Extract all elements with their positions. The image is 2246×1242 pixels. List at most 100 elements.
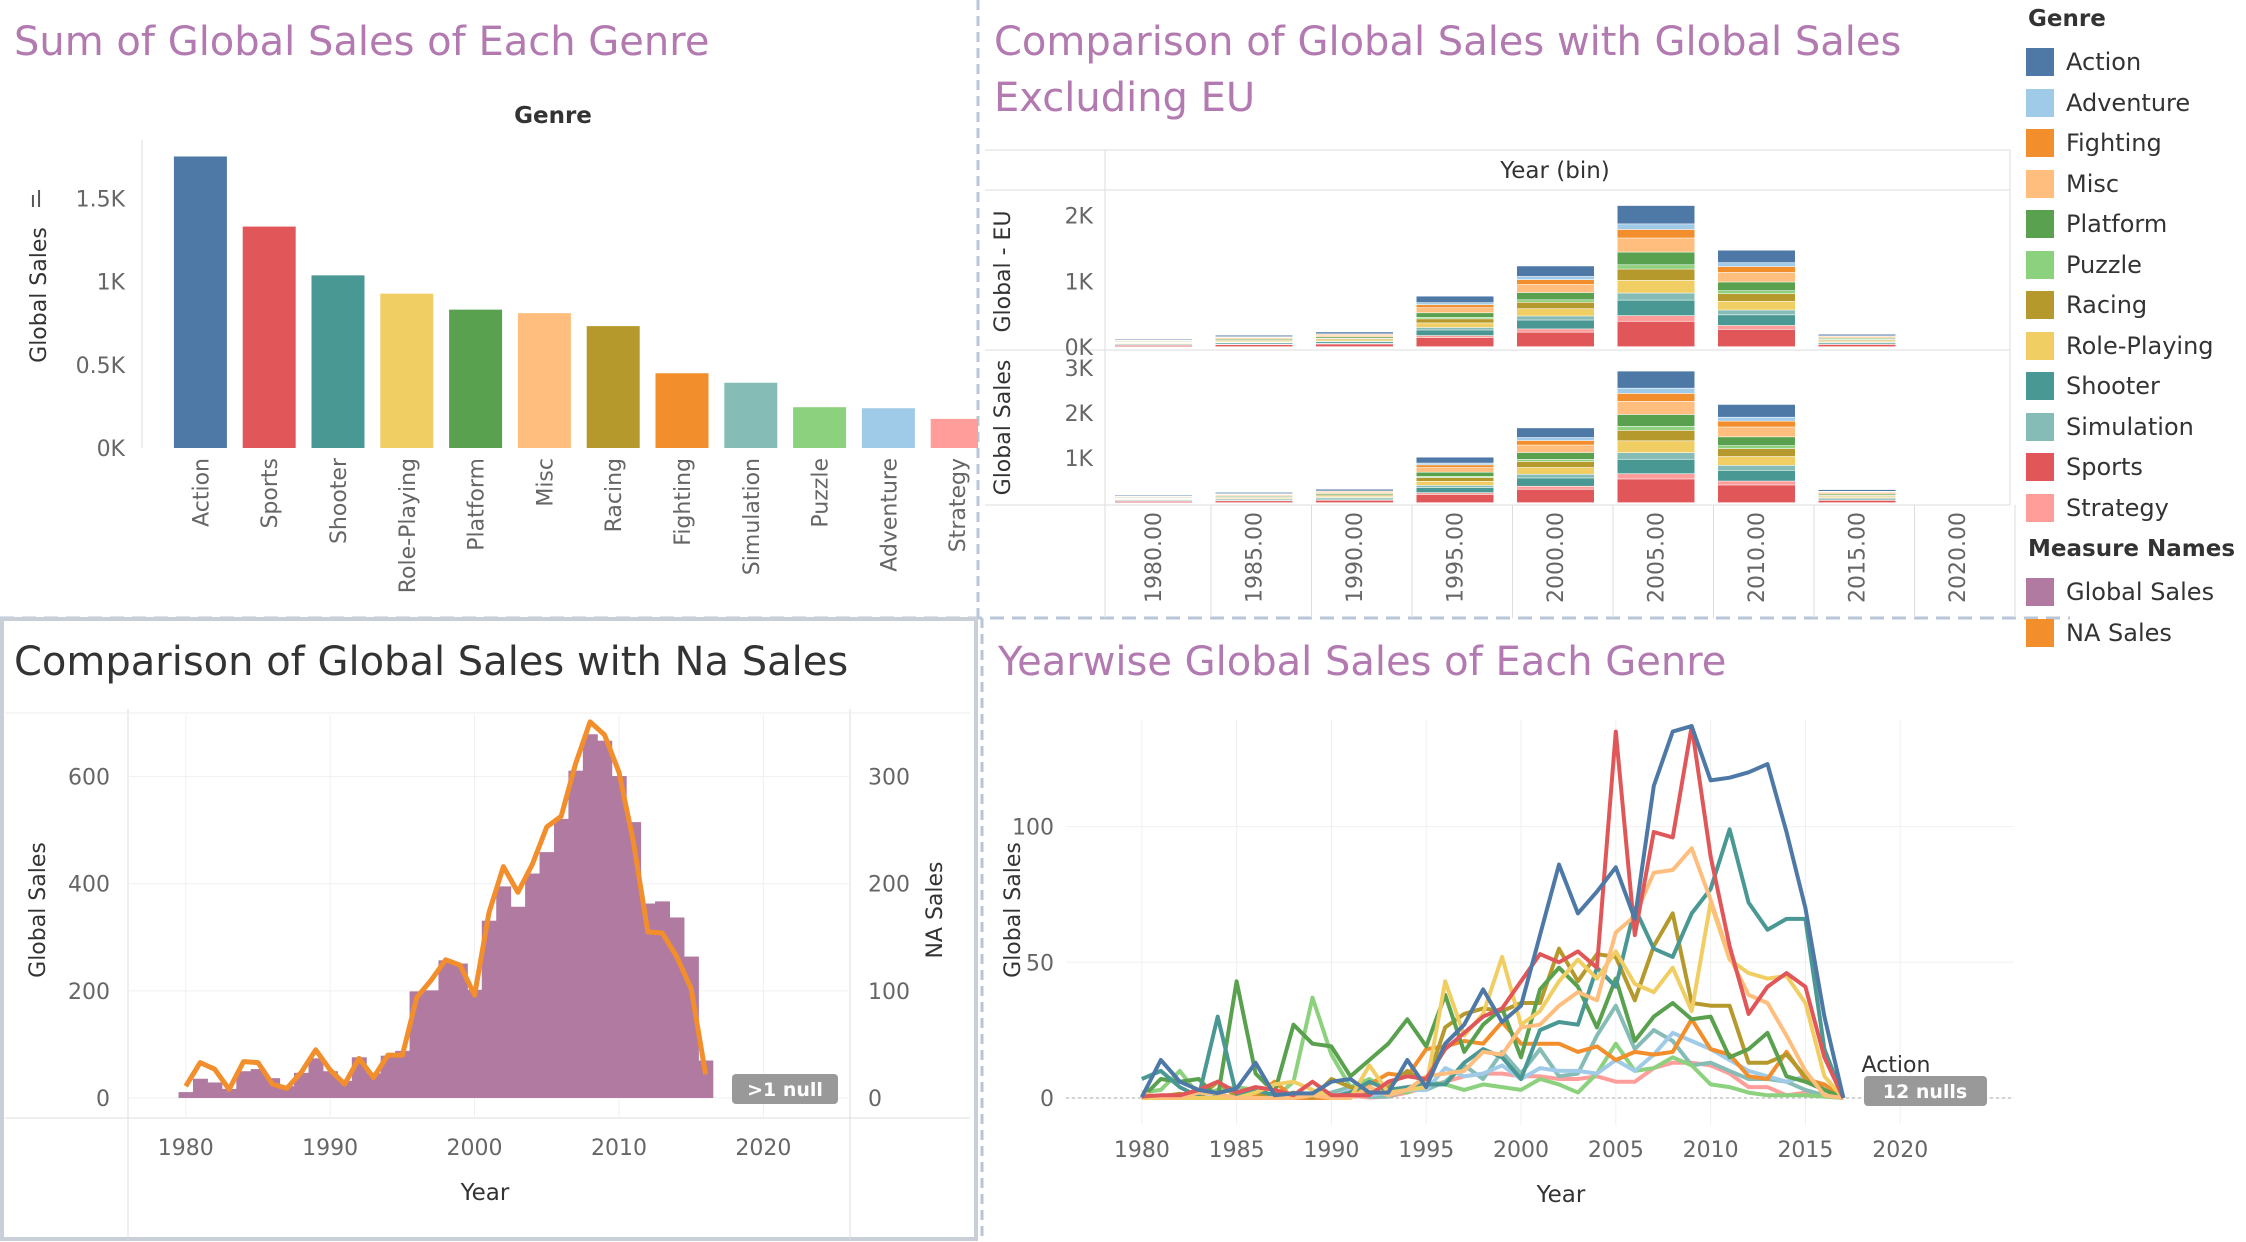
- stack-segment-sports: [1818, 500, 1896, 503]
- area-step: [597, 740, 613, 1098]
- x-tick-label: 2000: [1493, 1138, 1549, 1163]
- stack-segment-role-playing: [1316, 340, 1393, 341]
- area-step: [626, 822, 642, 1098]
- stack-segment-action: [1416, 296, 1494, 303]
- genre-bar-chart[interactable]: Genre Global Sales ıl 0K 0.5K 1K 1.5K Action Spo…: [0, 0, 978, 618]
- legend-item-simulation[interactable]: Simulation: [2026, 407, 2246, 448]
- area-step: [553, 818, 569, 1098]
- legend-item-na-sales[interactable]: NA Sales: [2026, 613, 2246, 654]
- stack-segment-racing: [1316, 338, 1393, 340]
- stack-segment-simulation: [1416, 327, 1494, 330]
- y-axis-label: Global Sales: [991, 360, 1016, 496]
- stack-segment-sports: [1617, 479, 1695, 503]
- bar-sports: [242, 226, 296, 448]
- stack-segment-sports: [1718, 329, 1795, 347]
- stack-segment-sports: [1818, 344, 1896, 347]
- area-step: [640, 903, 656, 1098]
- legend-label: Action: [2066, 48, 2142, 77]
- year-bin-stacked-chart[interactable]: Year (bin) Global - EU 0K 1K 2K Global Sales 1…: [980, 0, 2020, 618]
- stack-segment-racing: [1517, 302, 1594, 309]
- legend-item-strategy[interactable]: Strategy: [2026, 488, 2246, 529]
- x-tick-label: Puzzle: [809, 458, 834, 528]
- bar-simulation: [724, 382, 778, 448]
- area-step: [698, 1060, 714, 1098]
- x-tick-label: 2005: [1588, 1138, 1644, 1163]
- x-tick-label: 1990: [1303, 1138, 1359, 1163]
- y-tick-label: 1.5K: [76, 187, 126, 212]
- x-tick-label: Simulation: [740, 458, 765, 575]
- panel-yearwise-genre[interactable]: Yearwise Global Sales of Each Genre 1980…: [984, 620, 2084, 1242]
- bar-puzzle: [793, 407, 847, 448]
- x-axis-label: Year: [1536, 1182, 1586, 1208]
- x-tick-label: Platform: [465, 458, 490, 551]
- legend-item-shooter[interactable]: Shooter: [2026, 366, 2246, 407]
- stack-segment-racing: [1517, 461, 1594, 468]
- panel-global-vs-eu[interactable]: Comparison of Global Sales with Global S…: [980, 0, 2020, 618]
- legend-item-puzzle[interactable]: Puzzle: [2026, 245, 2246, 286]
- legend-label: Role-Playing: [2066, 331, 2214, 360]
- legend-item-global-sales[interactable]: Global Sales: [2026, 572, 2246, 613]
- y-tick-label: 2K: [1065, 402, 1094, 427]
- legend-label: Simulation: [2066, 412, 2194, 441]
- legend-item-adventure[interactable]: Adventure: [2026, 83, 2246, 124]
- legend-item-racing[interactable]: Racing: [2026, 285, 2246, 326]
- stack-segment-platform: [1416, 313, 1494, 318]
- legend-item-role-playing[interactable]: Role-Playing: [2026, 326, 2246, 367]
- area-step: [279, 1086, 295, 1098]
- legend-label: Sports: [2066, 453, 2143, 482]
- stack-segment-shooter: [1316, 342, 1393, 344]
- area-step: [510, 906, 526, 1098]
- stack-segment-shooter: [1718, 315, 1795, 326]
- null-badge-bg: [1864, 1076, 1987, 1106]
- stack-segment-strategy: [1416, 335, 1494, 338]
- stack-segment-sports: [1115, 345, 1192, 347]
- stack-segment-misc: [1316, 335, 1393, 337]
- legend-item-action[interactable]: Action: [2026, 42, 2246, 83]
- global-vs-na-chart[interactable]: 1980 1990 2000 2010 2020 0 200 400 600 0 100 200 300…: [0, 620, 978, 1242]
- legend-label: Misc: [2066, 169, 2120, 198]
- stack-segment-shooter: [1517, 478, 1594, 486]
- stack-segment-role-playing: [1818, 341, 1896, 342]
- y-tick-label: 1K: [1065, 447, 1094, 472]
- stack-segment-platform: [1617, 414, 1695, 427]
- x-tick-label: 1980: [158, 1136, 214, 1161]
- stack-segment-platform: [1718, 437, 1795, 446]
- stack-segment-simulation: [1617, 293, 1695, 300]
- column-header: Genre: [514, 103, 592, 129]
- area-step: [322, 1071, 338, 1098]
- stack-segment-fighting: [1718, 421, 1795, 427]
- x-tick-label: 1980: [1114, 1138, 1170, 1163]
- legend-label: Strategy: [2066, 493, 2169, 522]
- legend-swatch: [2026, 291, 2054, 320]
- y-axis-label: Global - EU: [991, 210, 1016, 332]
- stack-segment-fighting: [1617, 229, 1695, 238]
- x-tick-label: Action: [189, 458, 214, 527]
- stack-segment-platform: [1718, 282, 1795, 291]
- panel-global-vs-na[interactable]: Comparison of Global Sales with Na Sales…: [0, 620, 978, 1242]
- yearwise-genre-line-chart[interactable]: 1980 1985 1990 1995 2000 2005 2010 2015 2020 0 50 1…: [984, 620, 2084, 1242]
- panel-genre-sales[interactable]: Sum of Global Sales of Each Genre Genre G…: [0, 0, 978, 618]
- y-axis-label: Global Sales: [1001, 842, 1026, 978]
- bar-shooter: [311, 275, 365, 448]
- y-tick-label: 0K: [1065, 336, 1094, 361]
- area-step: [250, 1069, 266, 1098]
- legend-item-misc[interactable]: Misc: [2026, 164, 2246, 205]
- legend-item-platform[interactable]: Platform: [2026, 204, 2246, 245]
- selected-panel-border: [0, 617, 978, 1241]
- bar-role-playing: [380, 293, 434, 448]
- stack-segment-action: [1617, 205, 1695, 224]
- y-axis-label-right: NA Sales: [923, 861, 948, 958]
- legend-swatch: [2026, 169, 2054, 198]
- legend[interactable]: Genre Action Adventure Fighting Misc Platfor…: [2026, 6, 2246, 653]
- stack-segment-sports: [1517, 489, 1594, 503]
- x-tick-label: 1995: [1398, 1138, 1454, 1163]
- legend-swatch: [2026, 210, 2054, 239]
- area-step: [337, 1080, 353, 1098]
- legend-item-sports[interactable]: Sports: [2026, 447, 2246, 488]
- legend-item-fighting[interactable]: Fighting: [2026, 123, 2246, 164]
- legend-label: NA Sales: [2066, 618, 2172, 647]
- x-tick-label: 2020: [735, 1136, 791, 1161]
- y-tick-label-right: 0: [868, 1087, 882, 1112]
- stack-segment-shooter: [1316, 498, 1393, 500]
